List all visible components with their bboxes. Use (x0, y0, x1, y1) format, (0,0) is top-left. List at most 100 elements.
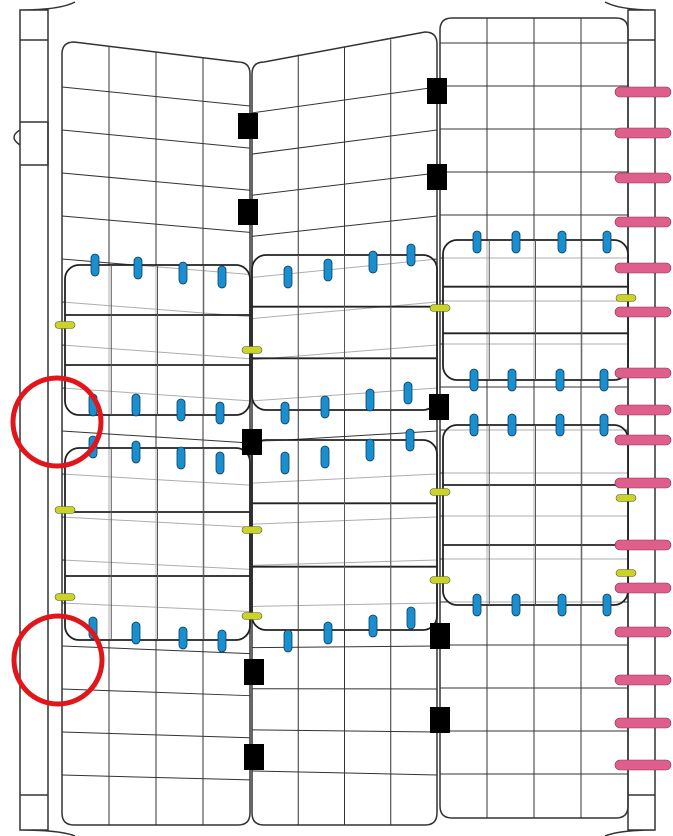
grid-wire (61, 645, 251, 655)
blue-clip (176, 398, 186, 422)
clips (54, 78, 672, 771)
grid-wire (251, 645, 438, 649)
hinge-block (430, 623, 450, 649)
blue-clip (133, 256, 143, 280)
hinge-block (238, 199, 258, 225)
yellow-clip (615, 569, 637, 577)
pink-clip (614, 172, 672, 184)
blue-clip (507, 368, 517, 392)
blue-clip (602, 593, 612, 617)
blue-clip (602, 230, 612, 254)
pink-clip (614, 759, 672, 771)
blue-clip (469, 368, 479, 392)
blue-clip (323, 621, 333, 645)
blue-clip (405, 428, 415, 452)
hinge-block (429, 394, 449, 420)
grid-wire (61, 215, 251, 233)
blue-clip (131, 440, 141, 464)
blue-clip (365, 388, 375, 412)
blue-clip (217, 629, 227, 653)
right-post-detail (628, 39, 655, 796)
panel-outline (439, 17, 629, 819)
blue-clip (283, 265, 293, 289)
frame (13, 1, 656, 836)
yellow-clip (54, 321, 76, 329)
yellow-clip (241, 526, 263, 534)
grid-wire (61, 731, 251, 739)
blue-clip (217, 265, 227, 289)
blue-clip (176, 446, 186, 470)
pink-clip (614, 306, 672, 318)
pink-clip (614, 404, 672, 416)
blue-clip (472, 593, 482, 617)
grid-wire (251, 172, 438, 196)
panel-outline (61, 41, 251, 826)
left-hook (13, 129, 21, 146)
blue-clip (178, 261, 188, 285)
hinge-block (238, 113, 258, 139)
grid-wire (251, 215, 438, 237)
grid-wire (251, 86, 438, 114)
blue-clip (215, 451, 225, 475)
yellow-clip (429, 488, 451, 496)
pink-clip (614, 434, 672, 446)
yellow-clip (429, 576, 451, 584)
pink-clip (614, 539, 672, 551)
pink-clip (614, 717, 672, 729)
blue-clip (557, 230, 567, 254)
blue-clip (406, 243, 416, 267)
pink-clip (614, 674, 672, 686)
blue-clip (320, 395, 330, 419)
blue-clip (90, 253, 100, 277)
left-post (19, 1, 76, 836)
blue-clip (557, 593, 567, 617)
yellow-clip (429, 304, 451, 312)
blue-clip (368, 250, 378, 274)
pink-clip (614, 262, 672, 274)
highlight-circle (11, 613, 105, 707)
hinge-block (244, 659, 264, 685)
blue-clip (599, 413, 609, 437)
pink-clip (614, 86, 672, 98)
highlights (10, 375, 105, 707)
yellow-clip (54, 593, 76, 601)
pink-clip (614, 216, 672, 228)
blue-clip (131, 393, 141, 417)
blue-clip (555, 368, 565, 392)
blue-clip (368, 614, 378, 638)
blue-clip (283, 629, 293, 653)
yellow-clip (241, 612, 263, 620)
left-post-detail (20, 39, 49, 796)
grid-wire (61, 129, 251, 149)
hinge-block (427, 164, 447, 190)
grid-wire (61, 172, 251, 191)
pink-clip (614, 626, 672, 638)
grid-wire (251, 729, 438, 733)
grid-wire (61, 430, 251, 444)
blue-clip (507, 413, 517, 437)
blue-clip (280, 401, 290, 425)
blue-clip (555, 413, 565, 437)
blue-clip (511, 230, 521, 254)
pink-clip (614, 127, 672, 139)
blue-clip (469, 413, 479, 437)
blue-clip (511, 593, 521, 617)
blue-clip (403, 381, 413, 405)
yellow-clip (615, 494, 637, 502)
blue-clip (406, 606, 416, 630)
hinge-block (242, 429, 262, 455)
blue-clip (472, 230, 482, 254)
yellow-clip (615, 294, 637, 302)
pink-clip (614, 582, 672, 594)
hinge-block (430, 707, 450, 733)
blue-clip (599, 368, 609, 392)
pink-clip (614, 477, 672, 489)
grid-wire (61, 774, 251, 781)
hinge-block (427, 78, 447, 104)
blue-clip (178, 626, 188, 650)
grid-wire (61, 86, 251, 107)
grid-wire (251, 129, 438, 155)
blue-clip (131, 621, 141, 645)
panel-outline (251, 31, 438, 826)
